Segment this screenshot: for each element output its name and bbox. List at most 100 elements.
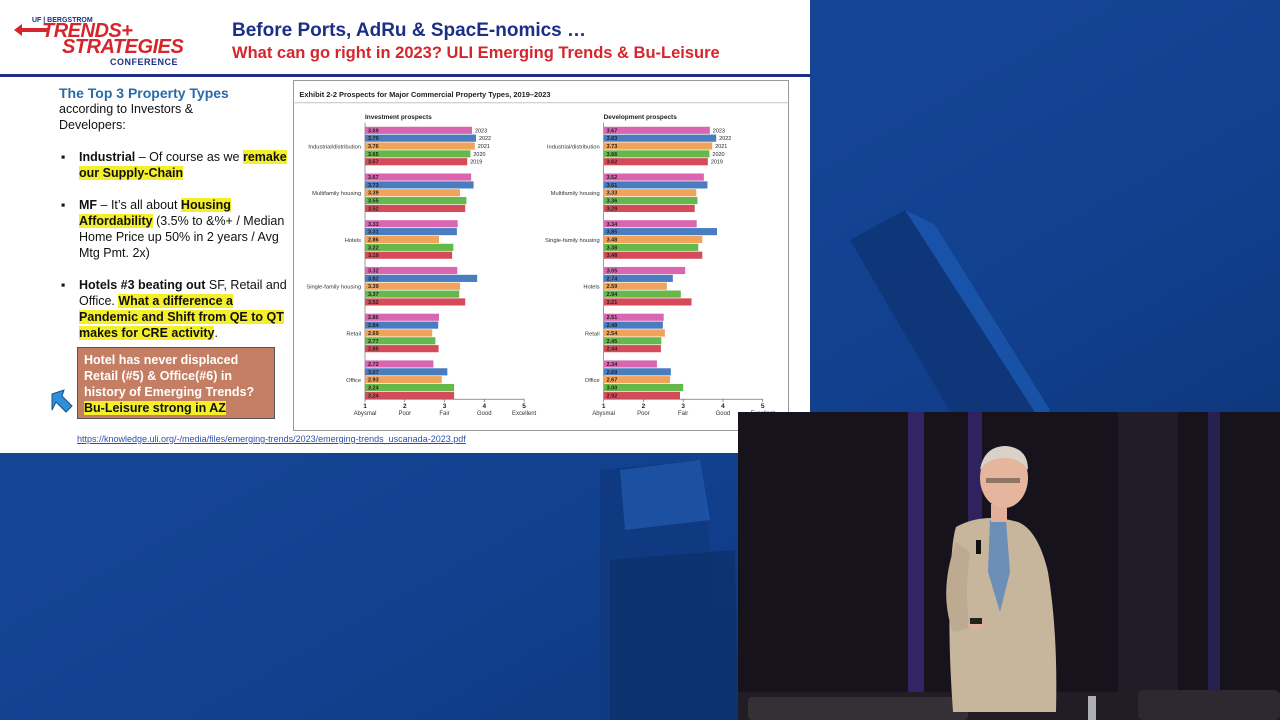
bar-value-label: 3.07 xyxy=(368,370,379,376)
bar-value-label: 3.73 xyxy=(368,183,379,189)
bar-value-label: 3.73 xyxy=(607,144,618,150)
bar-value-label: 3.36 xyxy=(607,199,618,205)
slide-subtitle: What can go right in 2023? ULI Emerging … xyxy=(232,44,720,62)
category-label: Industrial/distribution xyxy=(547,144,600,150)
x-tick-label: 5 xyxy=(522,403,526,410)
x-tick-caption: Fair xyxy=(439,411,449,417)
source-link[interactable]: https://knowledge.uli.org/-/media/files/… xyxy=(77,434,466,444)
bullet-lead: Hotels #3 beating out xyxy=(79,278,206,292)
x-tick-caption: Good xyxy=(716,411,731,417)
bar xyxy=(603,313,664,321)
bar-value-label: 2.94 xyxy=(607,292,618,298)
bar-value-label: 3.48 xyxy=(607,237,618,243)
x-tick-label: 2 xyxy=(642,403,646,410)
bar-value-label: 3.29 xyxy=(607,206,618,212)
legend-year-label: 2019 xyxy=(470,160,482,166)
bar xyxy=(365,189,461,197)
category-label: Single-family housing xyxy=(306,285,361,291)
bar-value-label: 3.37 xyxy=(368,292,379,298)
bar xyxy=(365,173,472,181)
bullet-icon: ▪ xyxy=(61,150,66,164)
x-tick-caption: Fair xyxy=(678,411,688,417)
bar-value-label: 3.24 xyxy=(368,386,379,392)
bar-value-label: 3.79 xyxy=(368,136,379,142)
bar-value-label: 3.83 xyxy=(607,136,618,142)
x-tick-caption: Good xyxy=(477,411,492,417)
bar xyxy=(603,158,708,166)
bar xyxy=(603,173,704,181)
bar-value-label: 2.86 xyxy=(368,315,379,321)
bar xyxy=(603,142,713,150)
bar-value-label: 3.82 xyxy=(368,276,379,282)
bar xyxy=(603,228,717,236)
x-tick-label: 1 xyxy=(363,403,367,410)
x-tick-caption: Excellent xyxy=(512,411,537,417)
legend-year-label: 2020 xyxy=(473,152,485,158)
bar xyxy=(365,368,448,376)
bar xyxy=(603,235,703,244)
category-label: Office xyxy=(346,378,361,384)
bar-value-label: 3.38 xyxy=(607,245,618,251)
bar-value-label: 2.69 xyxy=(607,370,618,376)
bar xyxy=(603,134,717,142)
bar-value-label: 3.31 xyxy=(368,230,379,236)
bar xyxy=(603,290,681,298)
bar xyxy=(603,345,661,353)
category-label: Retail xyxy=(346,331,361,337)
bar-value-label: 2.54 xyxy=(607,331,618,337)
bar xyxy=(365,383,455,392)
bar xyxy=(603,337,662,345)
speaker-video xyxy=(738,412,1280,720)
bar-value-label: 2.72 xyxy=(368,362,379,368)
bar xyxy=(365,329,433,337)
bar-value-label: 3.69 xyxy=(368,128,379,134)
bar-value-label: 3.19 xyxy=(368,253,379,259)
category-label: Multifamily housing xyxy=(312,191,361,197)
bar xyxy=(365,150,471,158)
bar xyxy=(603,220,697,228)
bar xyxy=(365,360,434,368)
bar xyxy=(365,321,439,329)
bar xyxy=(603,266,686,275)
bar xyxy=(365,126,472,134)
x-tick-label: 3 xyxy=(681,403,685,410)
bullet-text: – It’s all about xyxy=(97,198,181,212)
bar-value-label: 3.65 xyxy=(368,152,379,158)
bar-value-label: 3.22 xyxy=(368,245,379,251)
bar xyxy=(603,197,698,205)
bar xyxy=(365,290,460,298)
x-tick-label: 3 xyxy=(443,403,447,410)
bar-value-label: 3.52 xyxy=(368,300,379,306)
panel-title: Development prospects xyxy=(604,114,678,121)
bullet-icon: ▪ xyxy=(61,278,66,292)
bar xyxy=(365,251,453,259)
category-label: Hotels xyxy=(583,285,599,291)
bar xyxy=(365,243,454,251)
bar-value-label: 2.45 xyxy=(607,339,618,345)
category-label: Office xyxy=(585,378,600,384)
bar-value-label: 3.55 xyxy=(368,199,379,205)
bar-value-label: 3.05 xyxy=(607,269,618,275)
bar-value-label: 2.85 xyxy=(368,347,379,353)
legend-year-label: 2022 xyxy=(719,136,731,142)
bar xyxy=(365,228,457,236)
category-label: Hotels xyxy=(345,238,361,244)
bar xyxy=(603,321,663,329)
bullet-hotels: ▪ Hotels #3 beating out SF, Retail and O… xyxy=(59,277,289,341)
x-tick-label: 4 xyxy=(721,403,725,410)
section-heading: The Top 3 Property Types xyxy=(59,85,229,101)
bar xyxy=(603,150,710,158)
bar-value-label: 3.21 xyxy=(607,300,618,306)
bullet-text: SF, Retail and Office. xyxy=(79,278,287,308)
bar xyxy=(603,251,703,259)
slide-title: Before Ports, AdRu & SpacE-nomics … xyxy=(232,20,587,41)
category-label: Single-family housing xyxy=(545,238,600,244)
bar-value-label: 2.69 xyxy=(368,331,379,337)
bar-value-label: 3.24 xyxy=(368,393,379,399)
legend-year-label: 2023 xyxy=(475,128,487,134)
bar-value-label: 3.62 xyxy=(607,160,618,166)
bar-value-label: 3.33 xyxy=(368,222,379,228)
slide-header: UF | BERGSTROM TRENDS+ STRATEGIES CONFER… xyxy=(0,0,810,77)
bar xyxy=(603,298,692,306)
bar xyxy=(365,376,442,384)
